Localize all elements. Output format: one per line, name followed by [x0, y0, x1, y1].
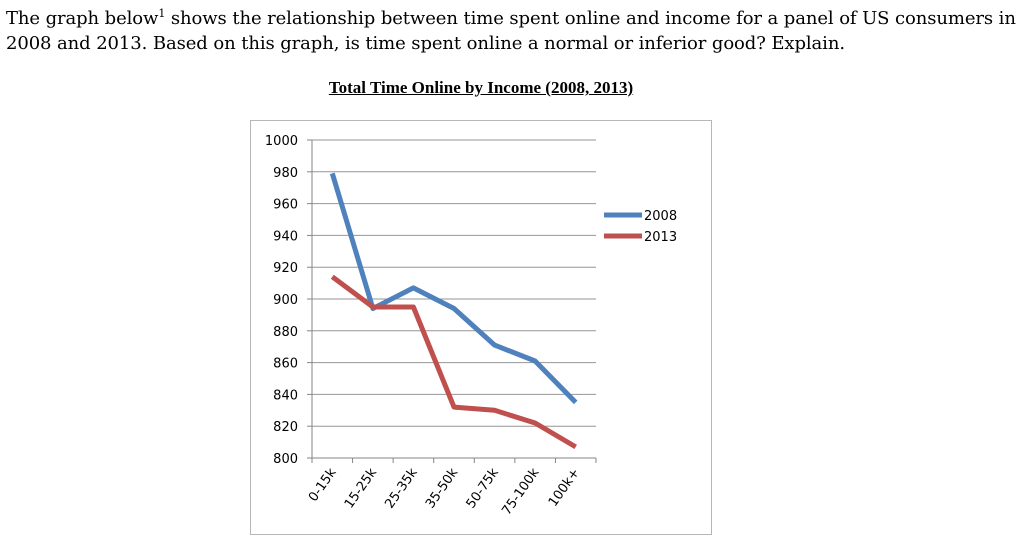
y-tick-label: 820: [273, 420, 298, 435]
y-tick-label: 960: [273, 198, 298, 213]
series-lines: [329, 172, 578, 450]
series-line-2013: [330, 274, 577, 450]
y-tick-label: 1000: [265, 134, 298, 149]
x-tick-label: 100k+: [546, 466, 583, 510]
x-tick-label: 75-100k: [499, 465, 542, 518]
series-line-2008: [329, 172, 578, 405]
y-tick-label: 900: [273, 293, 298, 308]
y-tick-label: 880: [273, 325, 298, 340]
x-tick-label: 25-35k: [382, 465, 421, 511]
line-chart: 1000 980 960 940 920 900 880 860 840 820 800 0-15k…: [265, 134, 677, 518]
question-text-part1: The graph below: [6, 8, 159, 29]
x-tick-label: 15-25k: [342, 465, 381, 511]
y-tick-labels: 1000 980 960 940 920 900 880 860 840 820 800: [265, 134, 298, 467]
y-tick-label: 940: [273, 229, 298, 244]
x-tick-label: 0-15k: [306, 465, 340, 504]
gridlines: [312, 139, 596, 459]
axes: [307, 139, 597, 463]
y-tick-label: 980: [273, 166, 298, 181]
question-text-part2: shows the relationship between time spen…: [6, 8, 1016, 54]
y-tick-label: 800: [273, 452, 298, 467]
y-tick-label: 840: [273, 388, 298, 403]
chart-title: Total Time Online by Income (2008, 2013): [328, 78, 634, 97]
x-tick-label: 50-75k: [464, 465, 503, 511]
x-tick-label: 35-50k: [423, 465, 462, 511]
legend: 2008 2013: [604, 209, 677, 245]
question-text: The graph below1 shows the relationship …: [6, 6, 1016, 56]
legend-label-2008: 2008: [644, 209, 677, 224]
footnote-marker: 1: [158, 7, 166, 20]
y-tick-label: 860: [273, 357, 298, 372]
legend-label-2013: 2013: [644, 230, 677, 245]
chart-frame: 1000 980 960 940 920 900 880 860 840 820 800 0-15k…: [250, 120, 712, 535]
y-tick-label: 920: [273, 261, 298, 276]
